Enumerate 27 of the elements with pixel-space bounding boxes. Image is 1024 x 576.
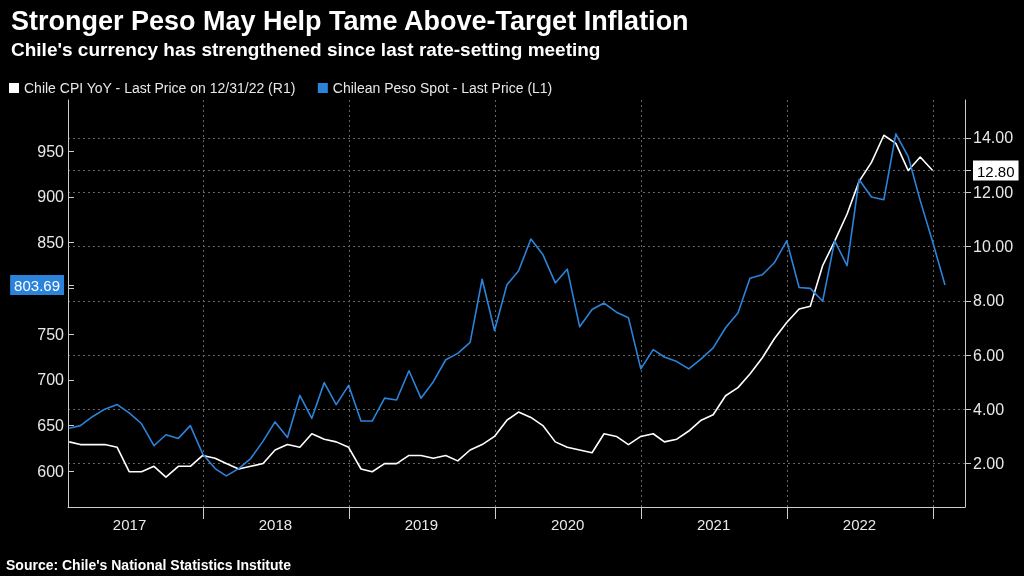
y2-tick-label: 8.00 (973, 292, 1005, 310)
x-tick-label: 2018 (258, 516, 293, 533)
x-tick-label: 2020 (550, 516, 585, 533)
y2-tick-label: 14.00 (973, 129, 1014, 147)
y-tick-label: 900 (37, 188, 65, 206)
y2-tick-label: 6.00 (973, 346, 1005, 364)
y-tick-label: 750 (37, 325, 65, 343)
y-tick-label: 950 (37, 142, 65, 160)
x-tick-label: 2021 (696, 516, 731, 533)
y-tick-label: 600 (37, 462, 65, 480)
y-tick-label: 803.69 (14, 277, 60, 295)
x-tick-label: 2019 (404, 516, 439, 533)
chart-subtitle: Chile's currency has strengthened since last rate-setting meeting (11, 39, 601, 60)
y-tick-label: 850 (37, 234, 65, 252)
chart-title: Stronger Peso May Help Tame Above-Target Inflation (11, 5, 689, 36)
y-tick-label: 700 (37, 371, 65, 389)
x-tick-label: 2017 (112, 516, 147, 533)
legend-label: Chilean Peso Spot - Last Price (L1) (332, 80, 553, 96)
y2-tick-label: 4.00 (973, 400, 1005, 418)
y2-tick-label: 10.00 (973, 238, 1014, 256)
y-tick-label: 650 (37, 417, 65, 435)
y2-tick-label: 2.00 (973, 455, 1005, 473)
y2-tick-label: 12.00 (973, 183, 1014, 201)
y2-tick-label: 12.80 (977, 162, 1015, 180)
x-tick-label: 2022 (842, 516, 877, 533)
source-note: Source: Chile's National Statistics Institute (6, 557, 292, 573)
legend-label: Chile CPI YoY - Last Price on 12/31/22 (R1) (24, 80, 296, 96)
